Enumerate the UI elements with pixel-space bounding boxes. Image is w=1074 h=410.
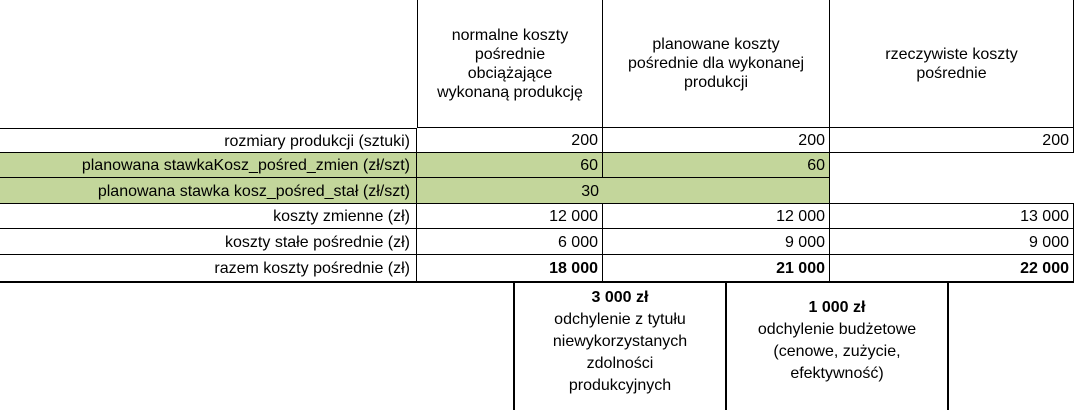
variance-budget-description: odchylenie budżetowe (cenowe, zużycie, e… (757, 321, 917, 382)
cell-variable-costs-normal: 12 000 (417, 204, 603, 229)
cell-total-costs-planned: 21 000 (603, 255, 830, 283)
cell-variable-rate-planned: 60 (603, 153, 830, 178)
row-label-fixed-costs: koszty stałe pośrednie (zł) (0, 229, 417, 255)
variance-box-budget: 1 000 zł odchylenie budżetowe (cenowe, z… (727, 283, 949, 410)
variance-budget-amount: 1 000 zł (808, 299, 866, 316)
cell-fixed-rate-actual (830, 178, 1074, 204)
row-label-variable-costs: koszty zmienne (zł) (0, 204, 417, 229)
header-actual-costs: rzeczywiste koszty pośrednie (830, 0, 1074, 128)
cell-fixed-rate-normal: 30 (417, 178, 603, 204)
row-label-total-costs: razem koszty pośrednie (zł) (0, 255, 417, 283)
cell-fixed-costs-planned: 9 000 (603, 229, 830, 255)
row-label-fixed-rate: planowana stawka kosz_pośred_stał (zł/sz… (0, 178, 417, 204)
cell-variable-rate-normal: 60 (417, 153, 603, 178)
cell-production-size-planned: 200 (603, 128, 830, 153)
variance-capacity-description: odchylenie z tytułu niewykorzystanych zd… (552, 311, 688, 394)
row-label-production-size: rozmiary produkcji (sztuki) (0, 128, 417, 153)
cell-fixed-rate-planned (603, 178, 830, 204)
cell-fixed-costs-normal: 6 000 (417, 229, 603, 255)
cell-variable-costs-actual: 13 000 (830, 204, 1074, 229)
variance-box-capacity: 3 000 zł odchylenie z tytułu niewykorzys… (513, 283, 727, 410)
cell-total-costs-normal: 18 000 (417, 255, 603, 283)
cell-production-size-normal: 200 (417, 128, 603, 153)
header-planned-costs: planowane koszty pośrednie dla wykonanej… (603, 0, 830, 128)
cell-fixed-costs-actual: 9 000 (830, 229, 1074, 255)
cell-variable-rate-actual (830, 153, 1074, 178)
cell-total-costs-actual: 22 000 (830, 255, 1074, 283)
cell-variable-costs-planned: 12 000 (603, 204, 830, 229)
header-normal-costs: normalne koszty pośrednie obciążające wy… (417, 0, 603, 128)
row-label-variable-rate: planowana stawkaKosz_pośred_zmien (zł/sz… (0, 153, 417, 178)
variance-capacity-amount: 3 000 zł (591, 289, 649, 306)
cell-production-size-actual: 200 (830, 128, 1074, 153)
